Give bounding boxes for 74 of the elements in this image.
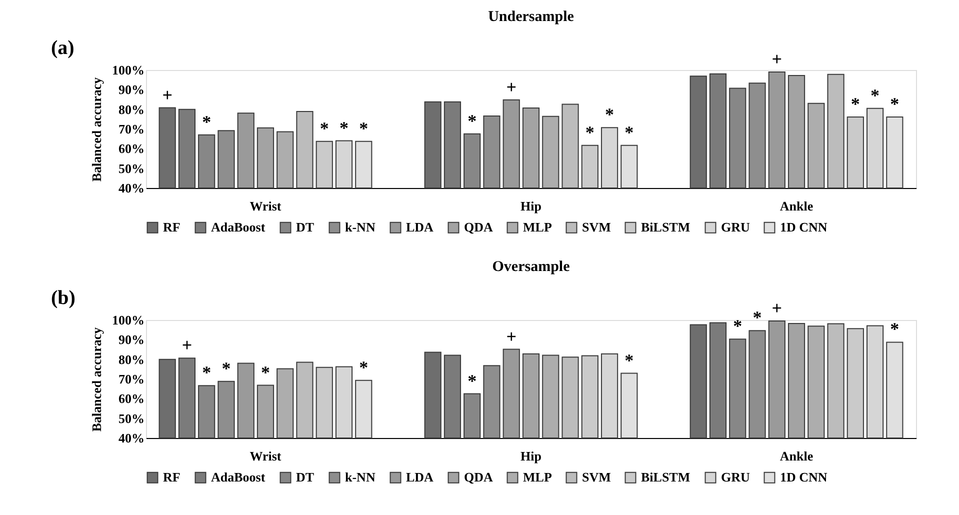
- legend-label: LDA: [406, 220, 434, 235]
- text: (a): [51, 37, 74, 59]
- x-tick-label: Ankle: [780, 448, 814, 464]
- legend-label: LDA: [406, 470, 434, 485]
- data-label: *: [605, 104, 614, 125]
- data-label: *: [222, 358, 231, 378]
- y-tick-label: 80%: [118, 352, 144, 367]
- legend-label: DT: [296, 470, 314, 485]
- data-label: *: [260, 362, 270, 382]
- y-tick-label: 70%: [118, 372, 144, 386]
- legend-label: QDA: [464, 220, 494, 235]
- data-label: +: [506, 76, 516, 97]
- x-tick-label: Wrist: [250, 198, 282, 214]
- y-axis-title: Balanced accuracy: [89, 326, 104, 432]
- legend-label: QDA: [464, 470, 494, 485]
- data-label: +: [182, 335, 192, 356]
- legend-label: DT: [296, 220, 314, 235]
- legend-label: SVM: [582, 470, 611, 485]
- y-axis-title: Balanced accuracy: [89, 76, 104, 182]
- legend-label: AdaBoost: [211, 470, 266, 485]
- legend-label: 1D CNN: [780, 470, 828, 485]
- data-label: *: [752, 308, 762, 328]
- data-label: *: [850, 94, 860, 114]
- chart-title: Undersample: [488, 9, 574, 25]
- x-tick-label: Ankle: [780, 198, 814, 214]
- legend-label: BiLSTM: [641, 220, 690, 235]
- data-label: *: [359, 357, 368, 378]
- data-label: *: [202, 362, 212, 383]
- x-tick-label: Wrist: [250, 448, 282, 464]
- x-tick-label: Hip: [520, 198, 542, 214]
- y-tick-label: 100%: [112, 62, 144, 78]
- data-label: *: [468, 110, 477, 131]
- legend-label: MLP: [523, 470, 552, 485]
- data-label: *: [320, 118, 329, 138]
- y-tick-label: 50%: [118, 160, 144, 176]
- y-tick-label: 70%: [118, 122, 144, 136]
- y-tick-label: 100%: [112, 312, 144, 328]
- legend-label: RF: [163, 470, 180, 485]
- data-label: *: [585, 122, 594, 142]
- data-label: *: [359, 118, 368, 138]
- text: (b): [51, 287, 76, 309]
- y-tick-label: 40%: [118, 180, 144, 196]
- data-label: +: [506, 326, 516, 346]
- legend-label: SVM: [582, 220, 611, 235]
- legend-label: RF: [163, 220, 180, 235]
- y-tick-label: 60%: [118, 391, 144, 406]
- y-tick-label: 80%: [118, 102, 144, 117]
- y-tick-label: 50%: [118, 410, 144, 426]
- chart-title: Oversample: [492, 259, 570, 275]
- data-label: *: [870, 85, 880, 106]
- y-tick-label: 40%: [118, 430, 144, 446]
- legend-label: MLP: [523, 220, 552, 235]
- data-label: +: [772, 298, 782, 318]
- y-tick-label: 60%: [118, 141, 144, 156]
- data-label: *: [340, 118, 349, 138]
- data-label: *: [624, 350, 634, 370]
- data-label: +: [772, 48, 782, 69]
- legend-label: GRU: [721, 220, 750, 235]
- data-label: *: [733, 316, 742, 336]
- data-label: *: [468, 370, 477, 391]
- legend-label: k-NN: [345, 220, 376, 235]
- y-tick-label: 90%: [118, 332, 144, 348]
- legend-label: k-NN: [345, 470, 376, 485]
- legend-label: BiLSTM: [641, 470, 690, 485]
- data-label: *: [202, 112, 212, 132]
- data-label: +: [162, 84, 172, 105]
- x-tick-label: Hip: [520, 448, 542, 464]
- data-label: *: [624, 122, 634, 142]
- legend-label: 1D CNN: [780, 220, 828, 235]
- legend-label: GRU: [721, 470, 750, 485]
- data-label: *: [890, 319, 900, 340]
- y-tick-label: 90%: [118, 82, 144, 98]
- data-label: *: [890, 94, 900, 114]
- legend-label: AdaBoost: [211, 220, 266, 235]
